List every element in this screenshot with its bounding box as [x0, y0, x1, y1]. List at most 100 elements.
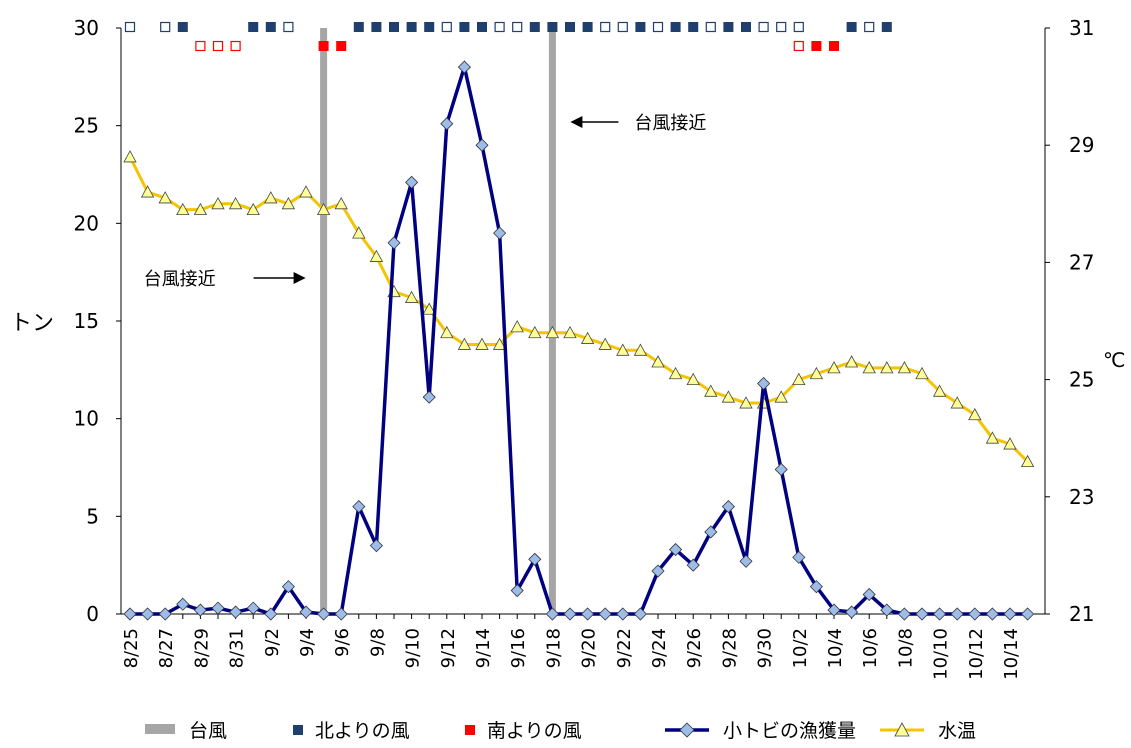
north-wind-marker: [265, 22, 276, 32]
north-wind-marker: [864, 21, 875, 33]
x-tick-label: 8/29: [191, 628, 212, 668]
temp-point: [633, 343, 648, 356]
annotation-arrowhead: [293, 272, 306, 284]
legend-label: 台風: [189, 720, 227, 742]
north-wind-marker: [389, 22, 399, 32]
x-tick-label: 8/25: [121, 628, 142, 668]
temp-point: [668, 366, 683, 380]
north-wind-marker: [160, 21, 171, 33]
temp-point: [545, 325, 560, 339]
left-tick-label: 0: [86, 602, 99, 626]
x-tick-label: 8/31: [227, 628, 248, 668]
catch-point: [862, 587, 876, 602]
catch-point: [950, 607, 964, 621]
left-tick-label: 25: [74, 114, 99, 138]
north-wind-marker: [635, 22, 646, 32]
annotation-text: 台風接近: [634, 113, 706, 134]
catch-point: [633, 607, 647, 621]
typhoon-bars: [320, 28, 556, 614]
left-tick-label: 15: [74, 309, 99, 333]
north-wind-marker: [424, 22, 435, 32]
catch-point: [915, 607, 929, 621]
catch-point: [246, 601, 260, 615]
x-tick-label: 9/18: [543, 628, 564, 668]
x-tick-label: 9/2: [262, 628, 283, 657]
catch-point: [281, 580, 295, 594]
catch-point: [264, 607, 278, 621]
temp-point: [264, 191, 278, 204]
temp-point: [580, 331, 595, 344]
north-wind-marker: [688, 22, 699, 32]
catch-point: [880, 603, 894, 617]
north-wind-marker: [670, 22, 681, 32]
north-wind-marker: [547, 22, 558, 32]
catch-point: [809, 580, 823, 594]
catch-point: [475, 138, 489, 152]
x-tick-label: 9/12: [438, 628, 459, 668]
catch-point: [317, 607, 331, 621]
catch-point: [845, 605, 859, 619]
north-wind-marker: [582, 22, 593, 32]
north-wind-marker: [124, 21, 136, 33]
south-wind-marker: [336, 41, 347, 51]
temp-point: [915, 366, 929, 380]
x-tick-label: 9/30: [755, 628, 776, 668]
catch-point: [686, 558, 700, 572]
right-tick-label: 23: [1069, 485, 1094, 509]
north-wind-marker: [565, 22, 575, 32]
catch-point: [369, 539, 383, 553]
left-tick-label: 30: [74, 16, 99, 40]
catch-point: [510, 583, 524, 598]
left-tick-label: 10: [74, 407, 99, 431]
temp-point: [352, 226, 366, 239]
north-wind-marker: [705, 21, 716, 33]
legend-swatch-south: [465, 725, 475, 735]
temp-point: [809, 366, 824, 380]
left-tick-label: 5: [86, 504, 99, 528]
temp-point: [492, 337, 507, 350]
catch-point: [528, 552, 542, 566]
north-wind-marker: [441, 21, 452, 33]
catch-point: [1003, 607, 1017, 621]
series-layer: [123, 60, 1035, 621]
north-wind-marker: [881, 22, 892, 32]
x-tick-label: 9/26: [684, 628, 705, 668]
x-tick-label: 9/24: [649, 628, 670, 668]
legend-label: 小トビの漁獲量: [723, 720, 856, 742]
x-tick-label: 9/22: [614, 628, 635, 668]
temp-line: [128, 156, 1029, 463]
x-tick-label: 9/4: [297, 628, 318, 657]
catch-point: [334, 607, 348, 621]
catch-point: [598, 607, 612, 621]
catch-point: [158, 607, 172, 621]
north-wind-marker: [371, 22, 382, 32]
south-wind-marker: [793, 40, 804, 52]
north-wind-marker: [776, 21, 787, 33]
x-tick-label: 10/10: [931, 628, 952, 680]
temp-point: [739, 396, 753, 409]
x-tick-label: 9/6: [332, 628, 353, 657]
legend-swatch-north: [293, 725, 303, 735]
temp-point: [563, 325, 577, 339]
catch-point: [581, 607, 595, 621]
temp-point: [422, 302, 436, 315]
legend-label: 南よりの風: [487, 720, 582, 742]
wind-markers: [124, 21, 892, 52]
temp-point: [510, 320, 524, 333]
temp-point: [404, 290, 419, 303]
temp-point: [475, 337, 489, 350]
temp-point: [792, 372, 806, 386]
right-tick-label: 27: [1069, 250, 1094, 274]
temp-point: [193, 202, 208, 216]
catch-point: [792, 550, 806, 564]
catch-point: [774, 462, 788, 477]
temp-point: [281, 196, 296, 210]
catch-point: [545, 607, 559, 621]
catch-point: [827, 603, 841, 617]
x-tick-label: 10/12: [966, 628, 987, 680]
x-tick-label: 10/14: [1001, 628, 1022, 680]
temp-point: [721, 390, 736, 403]
catch-point: [123, 607, 137, 621]
